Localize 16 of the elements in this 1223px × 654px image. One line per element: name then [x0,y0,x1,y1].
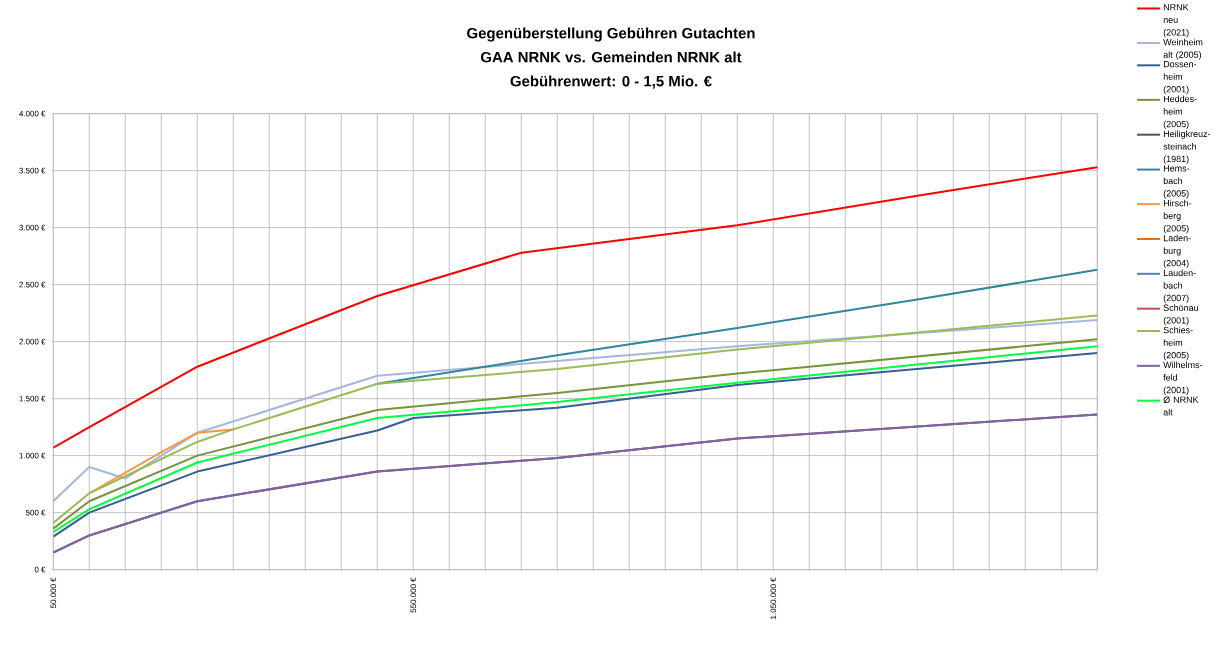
chart-subtitle: GAA NRNK vs. Gemeinden NRNK alt [480,51,742,63]
legend-label: Dossen-heim (2001) [1163,61,1197,95]
legend-label: Ø NRNK alt [1163,396,1199,416]
legend-label: NRNK neu (2021) [1163,4,1189,38]
legend-label: Lauden-bach (2007) [1163,269,1196,303]
legend-label: Wilhelms-feld (2001) [1163,361,1203,395]
legend-label: Schies-heim (2005) [1163,326,1193,361]
legend-label: Hems-bach (2005) [1163,165,1190,199]
legend-label: Heddes-heim (2005) [1163,95,1197,130]
legend-label: Weinheim alt (2005) [1163,38,1203,60]
legend-label: Laden-burg (2004) [1163,234,1191,269]
legend-label: Heiligkreuz-steinach (1981) [1163,130,1211,164]
legend-label: Hirsch-berg (2005) [1163,199,1192,234]
text: Gebührenwert: 0 - 1,5 Mio. € [510,75,712,89]
chart-title: Gegenüberstellung Gebühren Gutachten [467,27,755,42]
legend-label: Schönau (2001) [1163,304,1198,326]
